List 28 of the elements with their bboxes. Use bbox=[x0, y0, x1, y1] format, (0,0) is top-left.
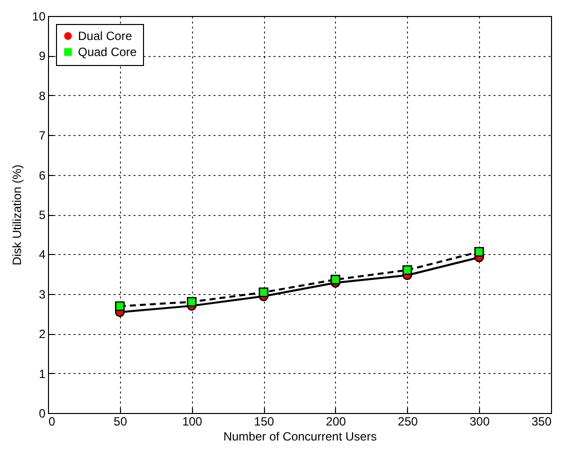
y-tick-label: 3 bbox=[38, 287, 46, 302]
y-tick-label: 2 bbox=[38, 327, 46, 342]
point bbox=[402, 265, 412, 275]
x-tick-label: 250 bbox=[398, 414, 418, 428]
x-axis-title: Number of Concurrent Users bbox=[223, 430, 377, 444]
x-tick-label: 300 bbox=[470, 414, 490, 428]
legend-label: Quad Core bbox=[78, 45, 138, 59]
x-tick-label: 0 bbox=[48, 414, 56, 428]
y-tick-label: 7 bbox=[38, 128, 46, 143]
y-tick-label: 6 bbox=[38, 168, 46, 182]
point bbox=[330, 274, 340, 284]
y-tick-label: 8 bbox=[38, 88, 46, 103]
y-tick-label: 1 bbox=[38, 366, 46, 381]
point bbox=[115, 301, 125, 312]
y-tick-label: 5 bbox=[38, 208, 46, 222]
y-axis-title: Disk Utilization (%) bbox=[10, 164, 24, 266]
y-tick-label: 10 bbox=[32, 10, 46, 24]
point bbox=[186, 297, 197, 307]
x-tick-label: 200 bbox=[326, 414, 346, 428]
y-tick-label: 4 bbox=[38, 248, 46, 262]
x-tick-label: 100 bbox=[182, 414, 203, 428]
legend-label: Dual Core bbox=[78, 29, 132, 43]
x-tick-label: 150 bbox=[254, 414, 274, 428]
x-tick-label: 50 bbox=[114, 414, 128, 428]
x-tick-label: 350 bbox=[531, 414, 552, 428]
y-tick-label: 9 bbox=[38, 49, 46, 64]
point bbox=[474, 246, 484, 257]
point bbox=[258, 287, 268, 298]
